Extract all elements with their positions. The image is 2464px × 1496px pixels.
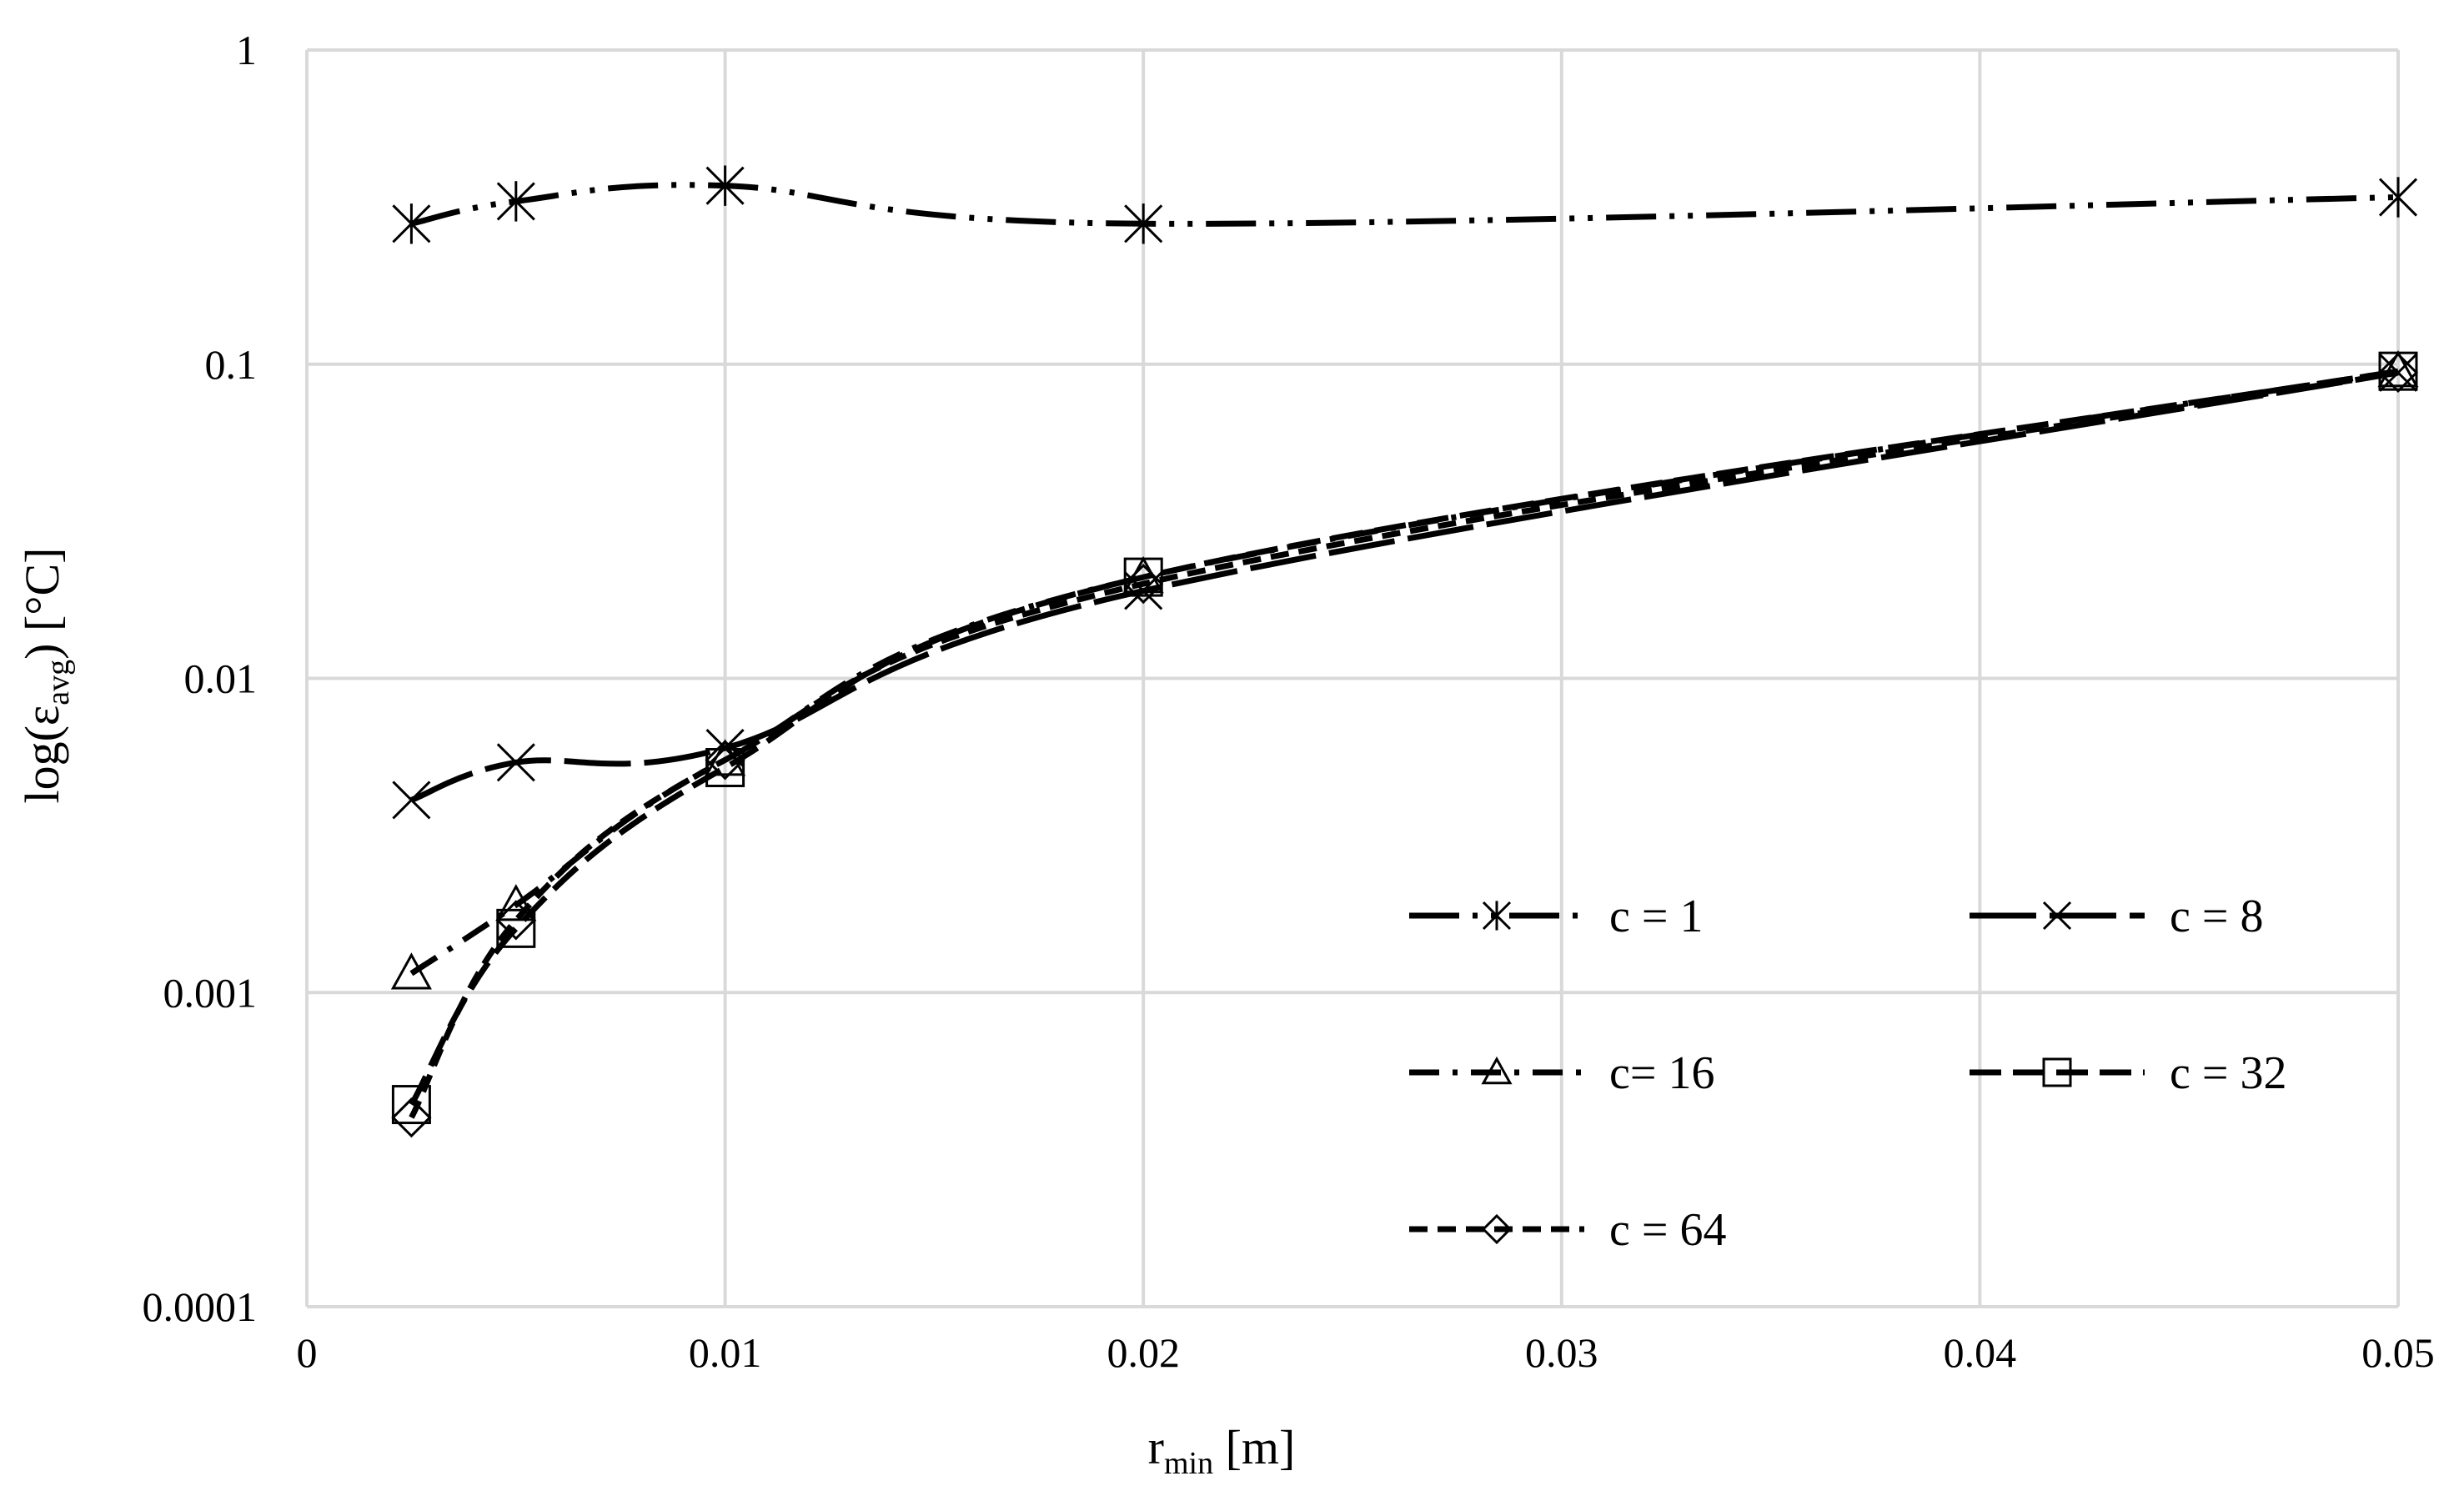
data-point <box>705 165 745 206</box>
legend-item: c = 8 <box>1970 891 2263 942</box>
data-point <box>2377 352 2419 393</box>
data-point <box>1124 203 1163 244</box>
legend-marker <box>1481 1213 1513 1245</box>
series-line <box>409 368 2399 976</box>
series-line <box>409 368 2399 1107</box>
legend-marker <box>2042 901 2072 931</box>
x-tick-label: 0.02 <box>1107 1329 1180 1376</box>
legend-marker <box>1482 901 1512 931</box>
legend-item: c = 1 <box>1409 891 1703 942</box>
y-tick-label: 0.0001 <box>143 1283 258 1330</box>
y-tick-label: 0.001 <box>163 969 258 1016</box>
series-1 <box>392 165 2418 244</box>
data-point <box>496 181 535 222</box>
series-line <box>410 182 2399 227</box>
y-tick-label: 1 <box>236 27 257 73</box>
series-layer <box>390 165 2419 1138</box>
series-3 <box>390 350 2419 990</box>
legend-label: c = 8 <box>2170 891 2263 942</box>
data-point <box>495 900 536 941</box>
x-axis-ticks: 0 0.01 0.02 0.03 0.04 0.05 <box>297 1329 2435 1376</box>
legend-marker <box>1481 1056 1513 1085</box>
legend-item: c= 16 <box>1409 1047 1714 1099</box>
legend-marker <box>2042 1057 2072 1087</box>
legend-label: c = 32 <box>2170 1047 2286 1099</box>
series-4 <box>391 351 2418 1125</box>
series-5 <box>391 352 2419 1138</box>
x-tick-label: 0 <box>297 1329 318 1376</box>
data-point <box>496 743 535 782</box>
data-point <box>496 908 536 948</box>
series-line <box>410 369 2399 803</box>
data-point <box>2378 177 2418 218</box>
x-tick-label: 0.01 <box>689 1329 762 1376</box>
data-point <box>390 952 432 990</box>
x-tick-label: 0.03 <box>1525 1329 1598 1376</box>
legend-label: c = 64 <box>1609 1204 1726 1256</box>
series-2 <box>392 353 2418 820</box>
data-point <box>392 203 431 244</box>
x-tick-label: 0.05 <box>2361 1329 2435 1376</box>
data-point <box>705 740 745 781</box>
data-point <box>2377 350 2419 388</box>
x-tick-label: 0.04 <box>1944 1329 2017 1376</box>
data-point <box>495 884 537 921</box>
y-axis-title: log(εavg) [°C] <box>15 548 76 804</box>
data-point <box>1123 563 1164 605</box>
data-point <box>391 1085 431 1125</box>
legend-item: c = 32 <box>1970 1047 2286 1099</box>
data-point <box>392 781 431 820</box>
legend-label: c = 1 <box>1609 891 1703 942</box>
legend: c = 1 c = 8 c= 16 c = 32 c = 64 <box>1409 891 2286 1256</box>
y-axis-ticks: 0.0001 0.001 0.01 0.1 1 <box>143 27 258 1330</box>
data-point <box>391 1097 432 1138</box>
y-tick-label: 0.1 <box>205 341 258 388</box>
legend-item: c = 64 <box>1409 1204 1726 1256</box>
series-line <box>409 369 2399 1119</box>
grid <box>305 48 2400 1308</box>
x-axis-title: rmin [m] <box>1148 1420 1296 1481</box>
legend-label: c= 16 <box>1609 1047 1714 1099</box>
y-tick-label: 0.01 <box>184 655 258 702</box>
